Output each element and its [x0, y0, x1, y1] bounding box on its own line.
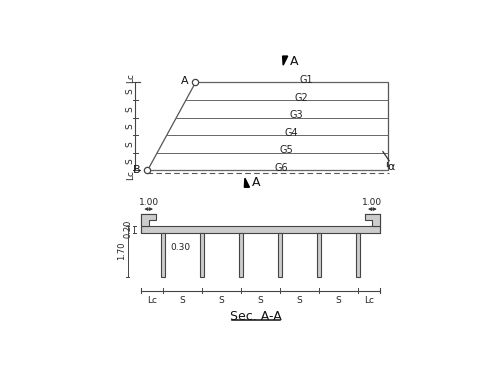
Text: Lc: Lc: [126, 72, 134, 82]
Text: A: A: [180, 76, 188, 86]
Text: 1.70: 1.70: [116, 242, 126, 260]
Text: G6: G6: [275, 163, 288, 173]
Bar: [356, 233, 360, 276]
Text: S: S: [126, 159, 134, 164]
Bar: [317, 233, 321, 276]
Text: G5: G5: [280, 145, 293, 155]
Text: 0.30: 0.30: [170, 244, 190, 252]
Text: Lc: Lc: [364, 296, 374, 304]
Text: S: S: [218, 296, 224, 304]
Text: A: A: [252, 176, 260, 189]
Text: S: S: [336, 296, 342, 304]
Text: Lc: Lc: [147, 296, 157, 304]
Text: A: A: [290, 54, 299, 68]
Text: S: S: [126, 141, 134, 147]
Polygon shape: [365, 214, 380, 226]
Bar: [200, 233, 204, 276]
Text: Sec. A-A: Sec. A-A: [230, 310, 282, 323]
Polygon shape: [244, 178, 250, 187]
Bar: [161, 233, 165, 276]
Polygon shape: [147, 82, 388, 170]
Bar: [239, 233, 243, 276]
Text: 1.00: 1.00: [362, 198, 382, 207]
Text: S: S: [258, 296, 264, 304]
Text: S: S: [296, 296, 302, 304]
Text: G3: G3: [290, 110, 303, 120]
Text: S: S: [126, 123, 134, 129]
Text: α: α: [387, 162, 394, 171]
Text: S: S: [126, 106, 134, 112]
Text: 1.00: 1.00: [138, 198, 158, 207]
Text: S: S: [126, 88, 134, 94]
Text: Lc: Lc: [126, 170, 134, 180]
Text: B: B: [132, 165, 140, 175]
Text: S: S: [180, 296, 186, 304]
Text: G4: G4: [284, 128, 298, 138]
Text: G1: G1: [299, 75, 312, 85]
Bar: [278, 233, 282, 276]
Polygon shape: [282, 56, 288, 65]
Text: G2: G2: [294, 93, 308, 103]
Polygon shape: [142, 214, 156, 226]
Bar: [142, 226, 380, 233]
Text: 0.20: 0.20: [123, 220, 132, 238]
